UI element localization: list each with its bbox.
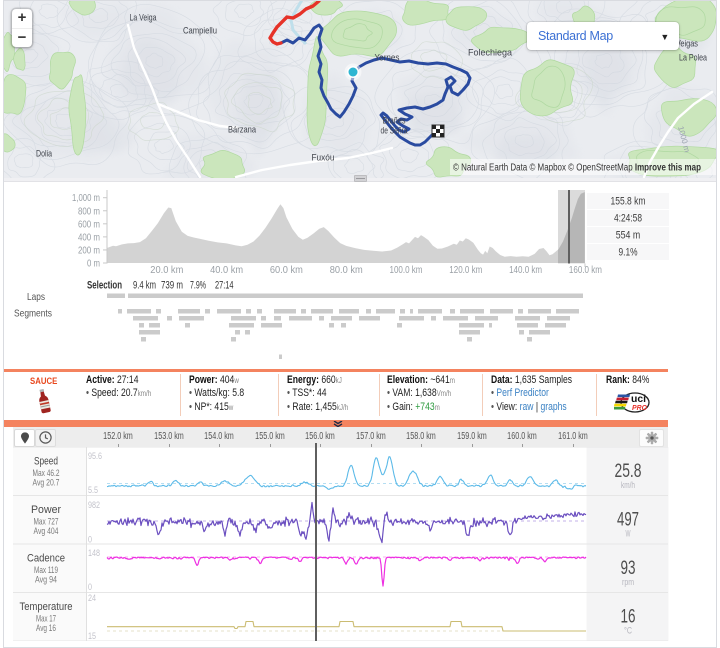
svg-text:7.9%: 7.9% (190, 280, 206, 292)
svg-text:Segments: Segments (14, 308, 52, 320)
svg-text:Power: Power (31, 504, 61, 516)
svg-text:16: 16 (621, 607, 636, 628)
svg-text:140.0 km: 140.0 km (509, 265, 542, 276)
svg-text:PRO: PRO (632, 403, 647, 412)
svg-text:© Natural Earth Data © Mapbox: © Natural Earth Data © Mapbox © OpenStre… (453, 163, 701, 174)
svg-text:80.0 km: 80.0 km (330, 265, 363, 276)
svg-text:uci: uci (631, 393, 646, 405)
svg-text:Bárzana: Bárzana (228, 125, 257, 136)
svg-text:W: W (626, 529, 631, 539)
svg-text:27:14: 27:14 (215, 280, 234, 292)
svg-text:Max 119: Max 119 (34, 565, 58, 576)
svg-text:200 m: 200 m (78, 245, 100, 256)
svg-text:497: 497 (617, 510, 639, 531)
svg-text:La Veiga: La Veiga (130, 13, 158, 24)
svg-text:Max 46.2: Max 46.2 (33, 468, 60, 479)
svg-text:Max 17: Max 17 (36, 614, 56, 625)
svg-text:0 m: 0 m (87, 259, 100, 270)
svg-text:Campiellu: Campiellu (183, 26, 217, 37)
svg-text:1,000 m: 1,000 m (72, 193, 100, 204)
svg-text:982: 982 (88, 500, 100, 510)
svg-text:400 m: 400 m (78, 232, 100, 243)
svg-text:739 m: 739 m (161, 280, 183, 292)
svg-text:Selection: Selection (87, 280, 122, 292)
svg-text:9.4 km: 9.4 km (133, 280, 156, 292)
svg-text:148: 148 (88, 548, 100, 558)
svg-text:24: 24 (88, 593, 96, 603)
svg-text:554 m: 554 m (616, 230, 641, 242)
svg-text:Folechiega: Folechiega (468, 48, 513, 59)
svg-text:Avg 404: Avg 404 (34, 526, 59, 537)
svg-text:9.1%: 9.1% (619, 247, 638, 259)
svg-text:Cadence: Cadence (27, 553, 65, 565)
svg-text:25.8: 25.8 (615, 461, 642, 482)
svg-text:0: 0 (88, 582, 92, 592)
svg-text:120.0 km: 120.0 km (449, 265, 482, 276)
svg-text:Avg 20.7: Avg 20.7 (33, 478, 60, 489)
svg-text:60.0 km: 60.0 km (270, 265, 303, 276)
svg-text:0: 0 (88, 535, 92, 545)
svg-text:Dolia: Dolia (36, 149, 53, 160)
svg-text:4:24:58: 4:24:58 (614, 213, 642, 225)
svg-text:rpm: rpm (622, 577, 634, 587)
svg-text:Fuxóu: Fuxóu (312, 153, 335, 164)
svg-text:20.0 km: 20.0 km (150, 265, 183, 276)
svg-text:La Polea: La Polea (679, 53, 707, 63)
svg-text:93: 93 (621, 558, 636, 579)
svg-text:600 m: 600 m (78, 219, 100, 230)
svg-text:Laps: Laps (27, 291, 45, 303)
svg-text:Temperature: Temperature (20, 601, 73, 613)
svg-text:5.5: 5.5 (88, 485, 98, 495)
svg-text:Brañes: Brañes (383, 116, 406, 126)
svg-text:Avg 94: Avg 94 (35, 575, 57, 586)
svg-text:160.0 km: 160.0 km (569, 265, 602, 276)
svg-text:800 m: 800 m (78, 206, 100, 217)
svg-text:100.0 km: 100.0 km (390, 265, 423, 276)
svg-text:155.8 km: 155.8 km (611, 196, 646, 208)
svg-text:95.6: 95.6 (88, 451, 102, 461)
svg-text:15: 15 (88, 631, 96, 641)
svg-text:de Señra: de Señra (381, 126, 408, 136)
svg-text:°C: °C (624, 626, 632, 636)
svg-text:40.0 km: 40.0 km (210, 265, 243, 276)
svg-text:Speed: Speed (34, 456, 58, 468)
svg-text:Yernes: Yernes (375, 53, 400, 63)
svg-text:Las Veigas: Las Veigas (662, 39, 698, 49)
svg-text:Avg 16: Avg 16 (36, 623, 56, 634)
svg-text:Max 727: Max 727 (34, 517, 59, 528)
svg-text:km/h: km/h (621, 480, 635, 490)
